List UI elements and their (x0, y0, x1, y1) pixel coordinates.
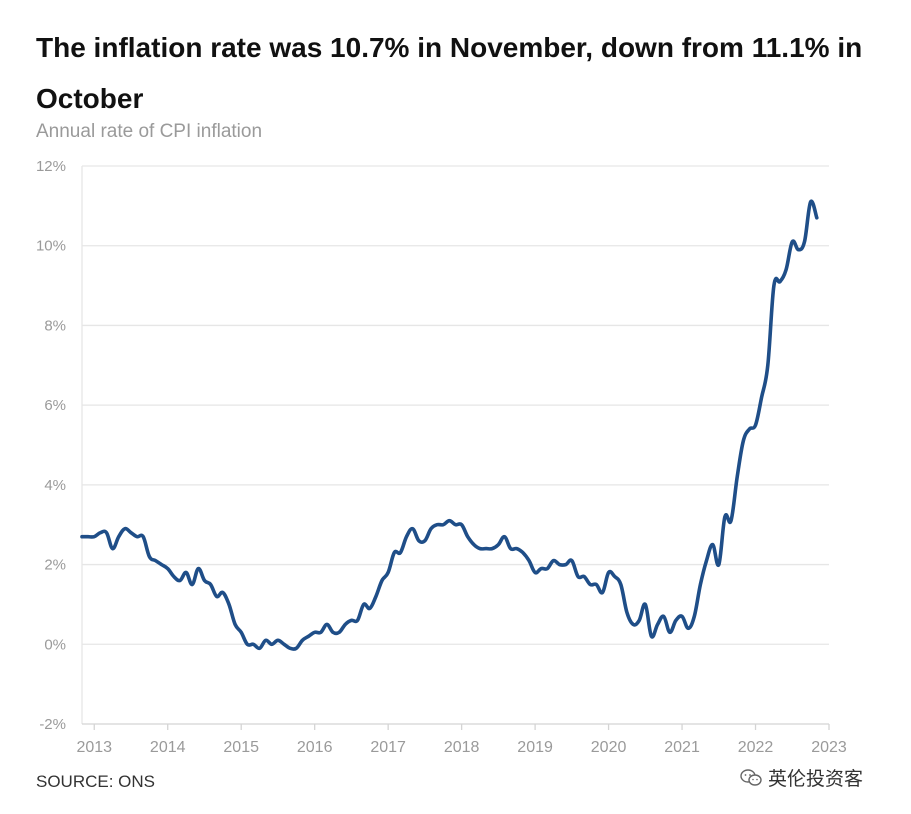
y-tick-label: 10% (36, 238, 66, 255)
x-tick-label: 2019 (517, 739, 553, 756)
x-tick-label: 2013 (76, 739, 112, 756)
chart-subtitle: Annual rate of CPI inflation (36, 121, 263, 142)
wechat-icon (740, 768, 762, 786)
series-layer (80, 199, 819, 651)
watermark: 英伦投资客 (740, 764, 863, 791)
x-tick-label: 2021 (664, 739, 700, 756)
y-tick-label: 8% (44, 317, 66, 334)
x-tick-label: 2022 (738, 739, 774, 756)
y-tick-label: 12% (36, 158, 66, 175)
y-tick-label: -2% (39, 716, 66, 733)
y-tick-label: 0% (44, 636, 66, 653)
grid-layer (82, 165, 829, 645)
watermark-text: 英伦投资客 (768, 769, 864, 790)
page-title: The inflation rate was 10.7% in November… (36, 32, 863, 114)
x-tick-label: 2014 (150, 739, 186, 756)
x-tick-label: 2018 (444, 739, 480, 756)
tick-layer: -2% 0% 2% 4% 6% 8% 10% 12% 2013 2014 2015 2016 2017 2… (36, 158, 847, 756)
x-tick-label: 2020 (591, 739, 627, 756)
x-tick-label: 2023 (811, 739, 847, 756)
source-note: SOURCE: ONS (36, 772, 156, 791)
x-tick-label: 2017 (370, 739, 406, 756)
y-tick-label: 2% (44, 557, 66, 574)
axis-layer (81, 166, 830, 730)
x-tick-label: 2016 (297, 739, 333, 756)
series-line-cpi (80, 199, 819, 651)
y-tick-label: 4% (44, 477, 66, 494)
y-tick-label: 6% (44, 397, 66, 414)
x-tick-label: 2015 (223, 739, 259, 756)
